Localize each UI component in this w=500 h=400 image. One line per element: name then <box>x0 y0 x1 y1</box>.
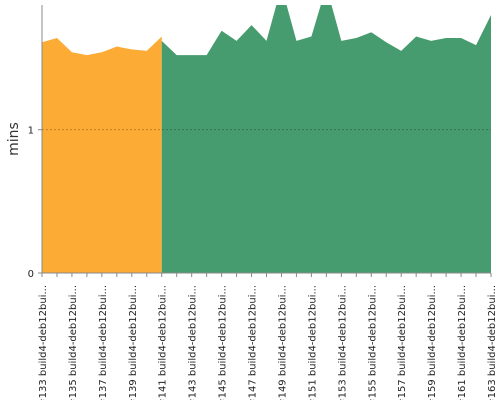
y-tick-label: 1 <box>28 126 34 137</box>
area <box>161 5 491 273</box>
x-tick-label: #151 build4-deb12bui... <box>307 285 318 400</box>
x-tick-label: #145 build4-deb12bui... <box>218 285 229 400</box>
y-axis-label: mins <box>6 122 22 156</box>
x-tick-label: #135 build4-deb12bui... <box>68 285 79 400</box>
x-tick-label: #149 build4-deb12bui... <box>277 285 288 400</box>
x-tick-label: #161 build4-deb12bui... <box>457 285 468 400</box>
x-tick-label: #153 build4-deb12bui... <box>337 285 348 400</box>
y-tick-label: 0 <box>28 269 34 280</box>
x-tick-label: #133 build4-deb12bui... <box>38 285 49 400</box>
x-tick-label: #141 build4-deb12bui... <box>158 285 169 400</box>
x-tick-label: #147 build4-deb12bui... <box>248 285 259 400</box>
plot-area <box>42 5 491 273</box>
x-tick-label: #137 build4-deb12bui... <box>98 285 109 400</box>
area <box>42 36 162 273</box>
x-tick-label: #159 build4-deb12bui... <box>427 285 438 400</box>
x-tick-label: #139 build4-deb12bui... <box>128 285 139 400</box>
x-tick-label: #143 build4-deb12bui... <box>188 285 199 400</box>
x-tick-label: #157 build4-deb12bui... <box>397 285 408 400</box>
x-tick-label: #155 build4-deb12bui... <box>367 285 378 400</box>
x-tick-label: #163 build4-deb12bui... <box>487 285 498 400</box>
